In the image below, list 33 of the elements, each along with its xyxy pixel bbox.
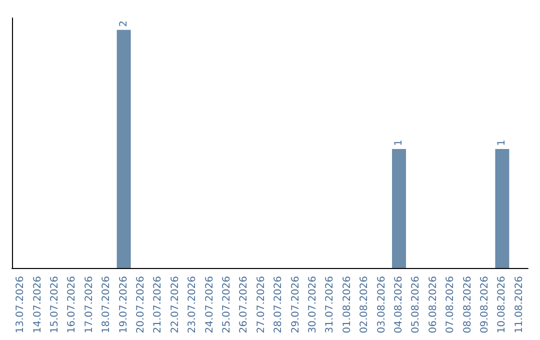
x-tick-label: 06.08.2026 (428, 276, 439, 334)
x-tick-label: 07.08.2026 (445, 276, 456, 334)
x-tick-label: 26.07.2026 (238, 276, 250, 334)
x-tick-label: 16.07.2026 (66, 276, 78, 334)
x-tick-label: 25.07.2026 (222, 276, 232, 334)
x-tick-label: 29.07.2026 (290, 276, 302, 334)
x-tick-label: 04.08.2026 (394, 276, 404, 334)
x-tick-label: 30.07.2026 (308, 276, 318, 334)
x-tick-label: 08.08.2026 (462, 276, 474, 334)
x-tick-label: 17.07.2026 (84, 276, 95, 334)
x-tick-label: 09.08.2026 (480, 276, 490, 334)
x-tick-label: 28.07.2026 (273, 276, 284, 334)
x-tick-label: 15.07.2026 (50, 276, 60, 334)
x-tick-label: 18.07.2026 (101, 276, 112, 334)
x-tick-label: 01.08.2026 (342, 276, 353, 334)
x-tick-label: 27.07.2026 (256, 276, 267, 334)
x-tick-label: 23.07.2026 (187, 276, 198, 334)
x-tick-label: 03.08.2026 (376, 276, 388, 334)
x-tick-label: 11.08.2026 (514, 276, 525, 334)
x-tick-label: 21.07.2026 (152, 276, 164, 334)
x-tick-label: 20.07.2026 (136, 276, 146, 334)
data-label: 1 (394, 140, 404, 146)
x-tick-label: 24.07.2026 (204, 276, 216, 334)
x-tick-label: 31.07.2026 (324, 276, 336, 334)
x-tick-label: 13.07.2026 (15, 276, 26, 334)
x-tick-label: 02.08.2026 (359, 276, 370, 334)
x-tick-label: 05.08.2026 (410, 276, 422, 334)
data-label: 2 (118, 20, 130, 27)
x-tick-label: 19.07.2026 (118, 276, 130, 334)
x-tick-label: 10.08.2026 (496, 276, 508, 334)
x-tick-label: 14.07.2026 (32, 276, 44, 334)
data-label: 1 (496, 140, 508, 146)
x-tick-label: 22.07.2026 (170, 276, 181, 334)
